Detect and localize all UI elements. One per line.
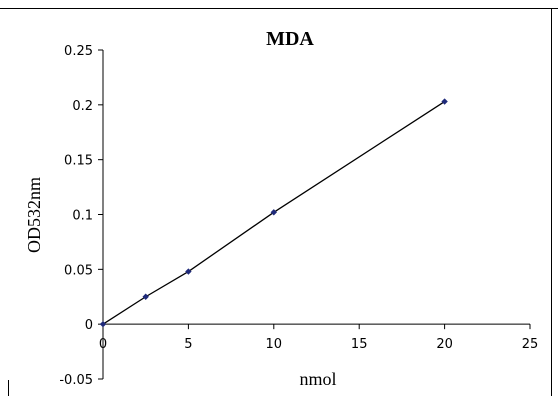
x-tick-label: 25 [522, 337, 539, 352]
y-tick-label: 0.25 [64, 44, 93, 59]
y-axis-title: OD532nm [24, 177, 44, 253]
data-point [142, 293, 149, 300]
y-tick-label: 0.05 [64, 263, 93, 278]
y-tick-label: -0.05 [59, 373, 93, 388]
chart-frame-left-edge [8, 380, 9, 396]
x-tick-label: 0 [99, 337, 107, 352]
x-tick-label: 20 [436, 337, 453, 352]
chart-frame-right [551, 8, 552, 396]
data-point [441, 98, 448, 105]
chart-title: MDA [266, 28, 314, 50]
y-tick-label: 0.2 [72, 99, 93, 114]
x-tick-label: 5 [184, 337, 192, 352]
y-tick-label: 0 [85, 318, 93, 333]
data-marks [99, 98, 448, 328]
x-axis-title: nmol [299, 369, 336, 389]
data-point [99, 320, 107, 328]
data-point [270, 209, 277, 216]
chart-frame-top [0, 8, 558, 9]
y-tick-label: 0.15 [64, 154, 93, 169]
data-point [185, 268, 192, 275]
x-tick-label: 15 [351, 337, 368, 352]
x-tick-label: 10 [266, 337, 283, 352]
axes: -0.05 0 0.05 0.1 0.15 0.2 0.25 0 5 10 15 20 25 [59, 44, 538, 388]
y-tick-label: 0.1 [72, 209, 93, 224]
